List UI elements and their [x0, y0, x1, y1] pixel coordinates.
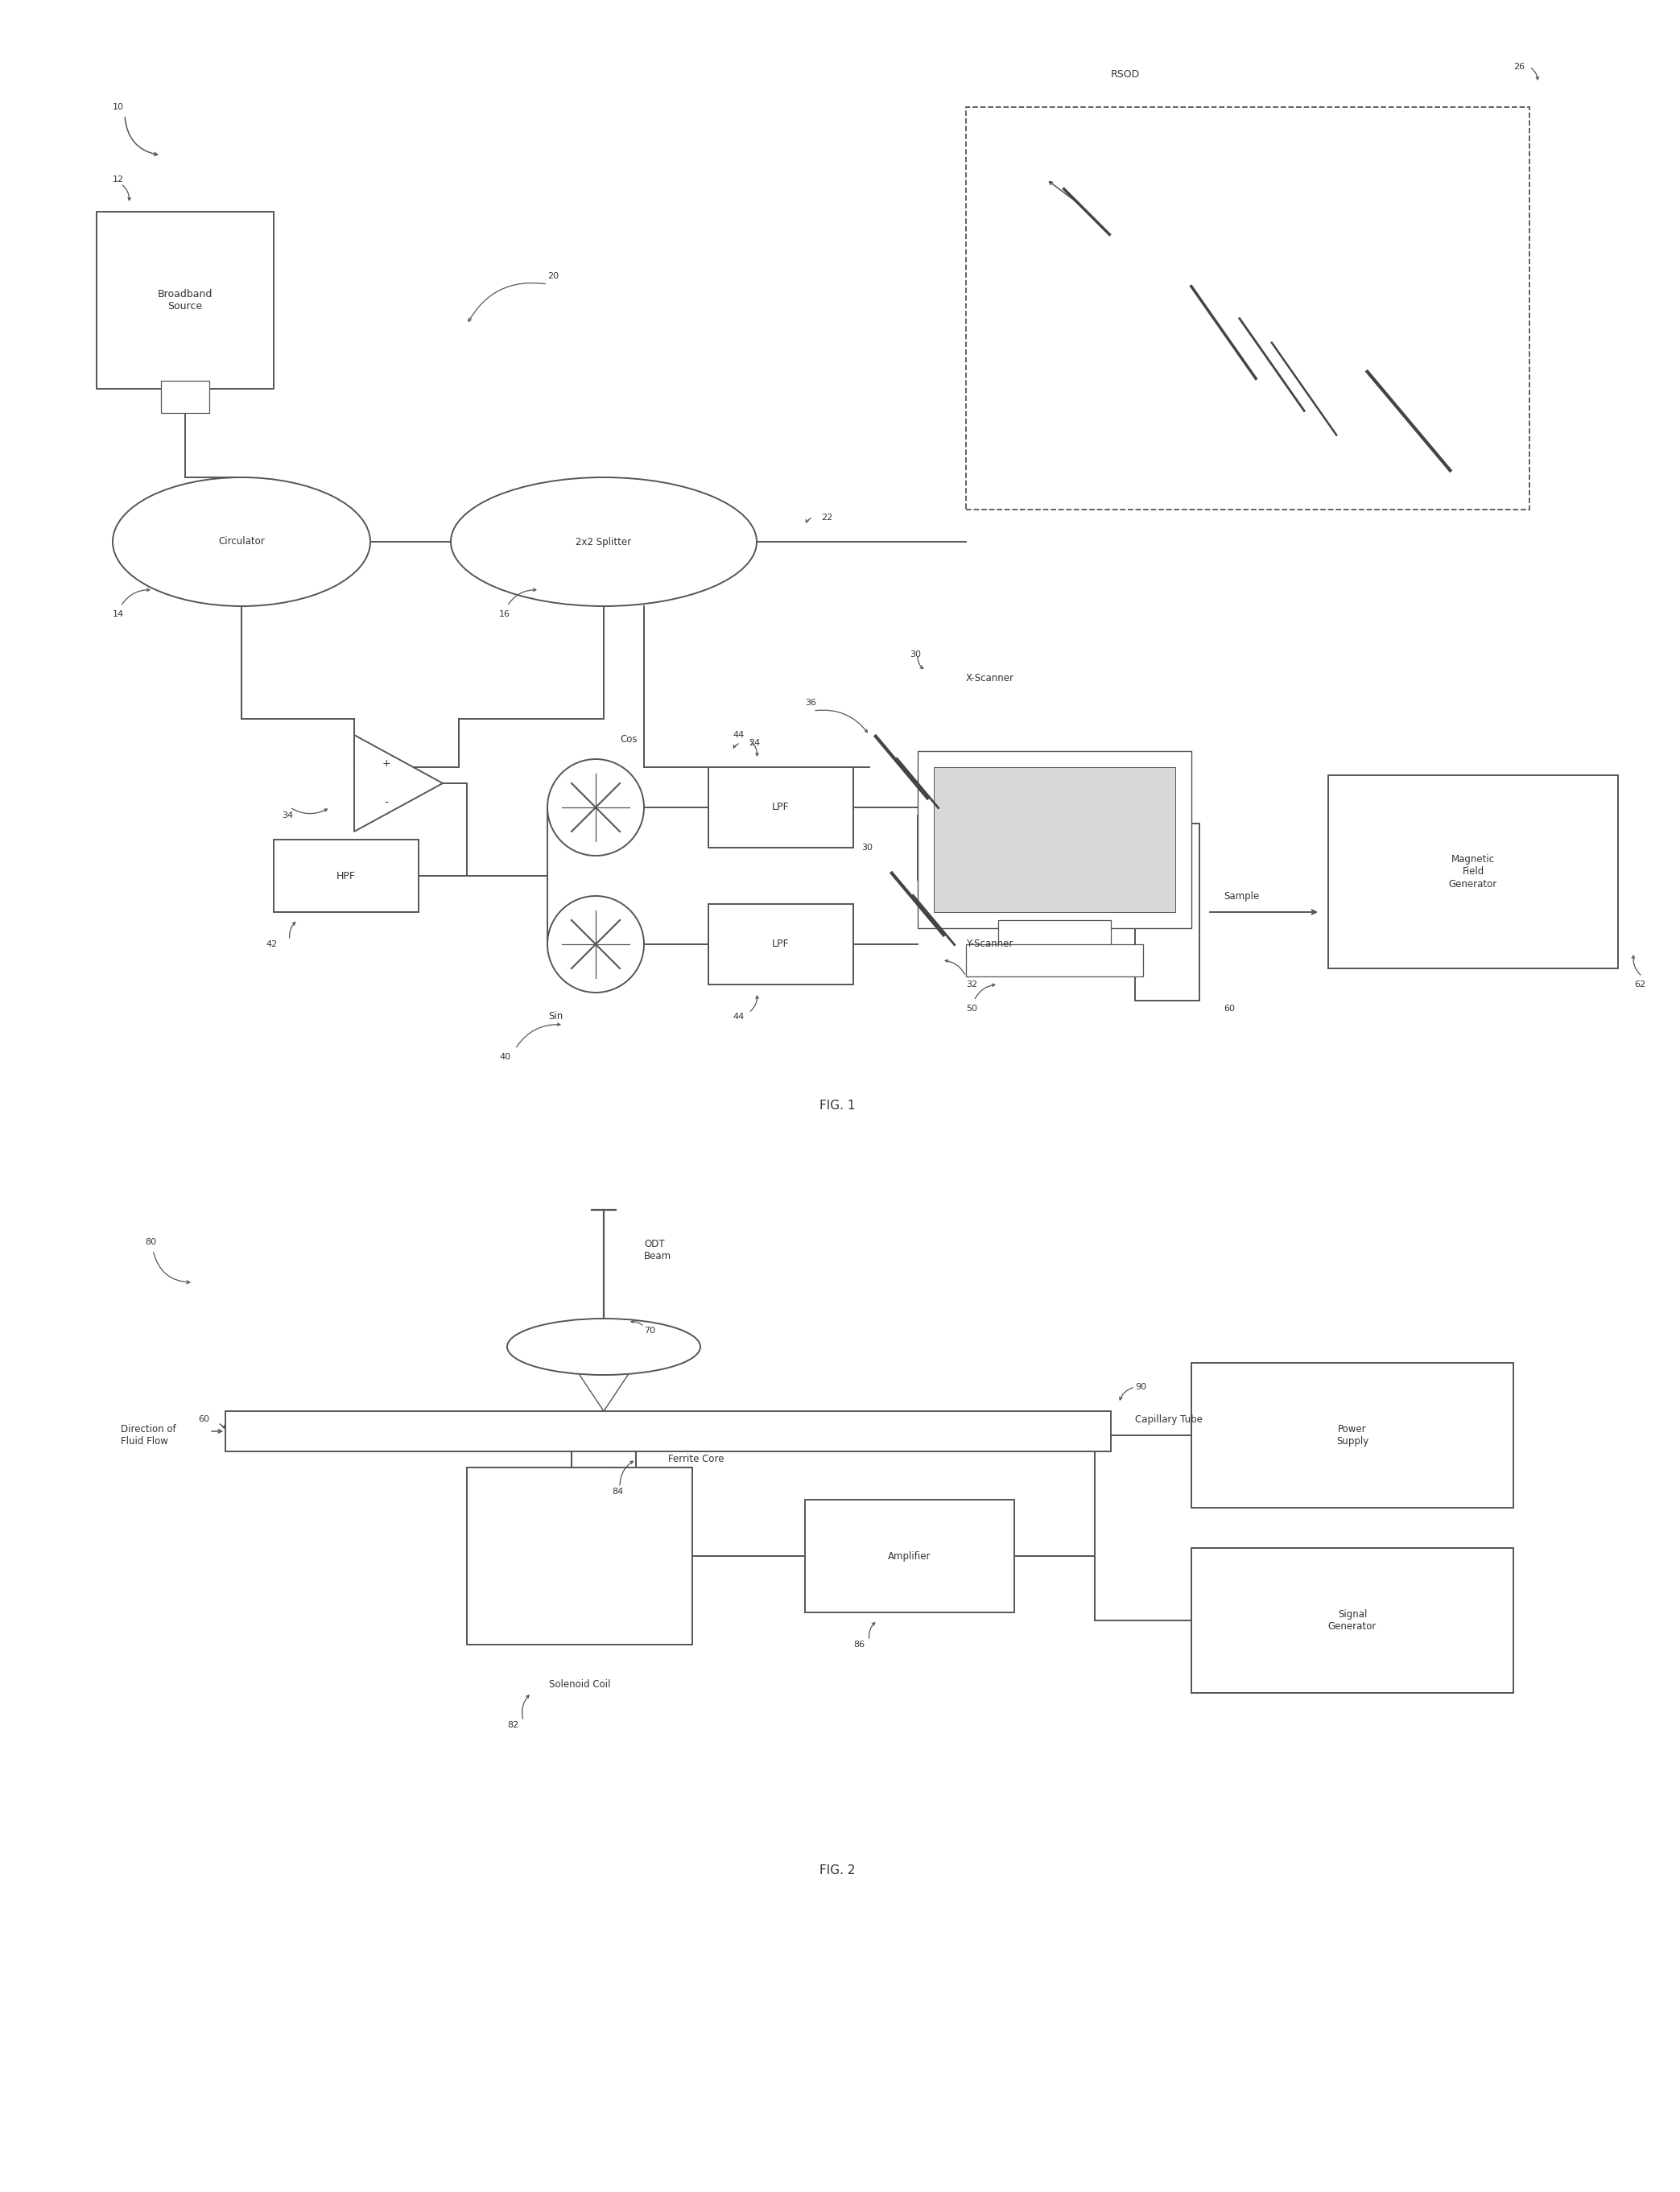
Text: 70: 70: [643, 1326, 655, 1335]
Text: 20: 20: [548, 272, 559, 281]
FancyBboxPatch shape: [805, 1499, 1015, 1613]
Ellipse shape: [507, 1320, 701, 1374]
Text: 80: 80: [144, 1238, 156, 1245]
Text: 30: 30: [909, 651, 921, 658]
FancyBboxPatch shape: [709, 767, 853, 848]
FancyBboxPatch shape: [1191, 1363, 1514, 1508]
Text: X-Scanner: X-Scanner: [966, 673, 1015, 684]
Text: 82: 82: [507, 1721, 519, 1729]
Text: +: +: [381, 758, 391, 769]
Text: Direction of
Fluid Flow: Direction of Fluid Flow: [121, 1425, 176, 1447]
Text: 36: 36: [805, 699, 816, 706]
Text: HPF: HPF: [336, 870, 356, 881]
Text: 26: 26: [1514, 64, 1525, 70]
Text: 44: 44: [732, 1013, 744, 1021]
Text: Amplifier: Amplifier: [889, 1550, 931, 1561]
Text: Sin: Sin: [548, 1011, 563, 1021]
Text: 86: 86: [853, 1640, 865, 1648]
Polygon shape: [354, 734, 444, 831]
Text: 62: 62: [1635, 980, 1645, 989]
FancyBboxPatch shape: [966, 945, 1142, 975]
Text: LPF: LPF: [773, 938, 790, 949]
Ellipse shape: [450, 478, 756, 607]
Ellipse shape: [548, 758, 643, 855]
Text: FIG. 2: FIG. 2: [820, 1863, 855, 1876]
Text: 2x2 Splitter: 2x2 Splitter: [576, 537, 632, 548]
Text: ODT
Beam: ODT Beam: [643, 1238, 672, 1260]
Ellipse shape: [548, 897, 643, 993]
FancyBboxPatch shape: [709, 903, 853, 984]
Text: 90: 90: [1136, 1383, 1146, 1392]
Text: 60: 60: [198, 1416, 210, 1423]
Text: 32: 32: [966, 980, 978, 989]
Text: Circulator: Circulator: [218, 537, 265, 548]
Text: 24: 24: [749, 739, 759, 747]
FancyBboxPatch shape: [96, 213, 274, 388]
Text: 14: 14: [113, 609, 124, 618]
Text: Y-Scanner: Y-Scanner: [966, 938, 1013, 949]
Ellipse shape: [113, 478, 370, 607]
Text: 22: 22: [822, 513, 833, 522]
FancyBboxPatch shape: [917, 752, 1191, 927]
Text: Power
Supply: Power Supply: [1336, 1425, 1369, 1447]
Text: Solenoid Coil: Solenoid Coil: [549, 1679, 610, 1690]
FancyBboxPatch shape: [467, 1466, 692, 1644]
FancyBboxPatch shape: [1191, 1548, 1514, 1692]
FancyBboxPatch shape: [998, 921, 1110, 951]
Text: 60: 60: [1223, 1004, 1235, 1013]
Text: LPF: LPF: [773, 802, 790, 813]
Text: -: -: [385, 798, 388, 809]
Text: 44: 44: [732, 730, 744, 739]
Text: Capillary Tube: Capillary Tube: [1136, 1414, 1203, 1425]
FancyBboxPatch shape: [1136, 824, 1200, 1000]
FancyBboxPatch shape: [966, 107, 1529, 509]
Text: 30: 30: [862, 844, 872, 853]
Text: Broadband
Source: Broadband Source: [158, 289, 213, 311]
FancyBboxPatch shape: [274, 840, 418, 912]
Text: 12: 12: [113, 175, 124, 184]
FancyBboxPatch shape: [161, 381, 210, 412]
Text: 84: 84: [612, 1488, 623, 1495]
Text: 50: 50: [966, 1004, 978, 1013]
Text: Magnetic
Field
Generator: Magnetic Field Generator: [1448, 855, 1497, 890]
Text: Sample: Sample: [1223, 890, 1260, 901]
Text: 34: 34: [282, 811, 292, 820]
Text: 10: 10: [113, 103, 124, 112]
Text: FIG. 1: FIG. 1: [820, 1098, 855, 1111]
Text: RSOD: RSOD: [1110, 70, 1141, 81]
Text: 16: 16: [499, 609, 511, 618]
Text: 42: 42: [265, 940, 277, 949]
Text: Cos: Cos: [620, 734, 637, 745]
FancyBboxPatch shape: [934, 767, 1176, 912]
FancyBboxPatch shape: [1329, 776, 1618, 969]
Text: 40: 40: [499, 1052, 511, 1061]
FancyBboxPatch shape: [225, 1412, 1110, 1451]
Text: Signal
Generator: Signal Generator: [1329, 1609, 1376, 1631]
Text: Ferrite Core: Ferrite Core: [669, 1453, 724, 1464]
